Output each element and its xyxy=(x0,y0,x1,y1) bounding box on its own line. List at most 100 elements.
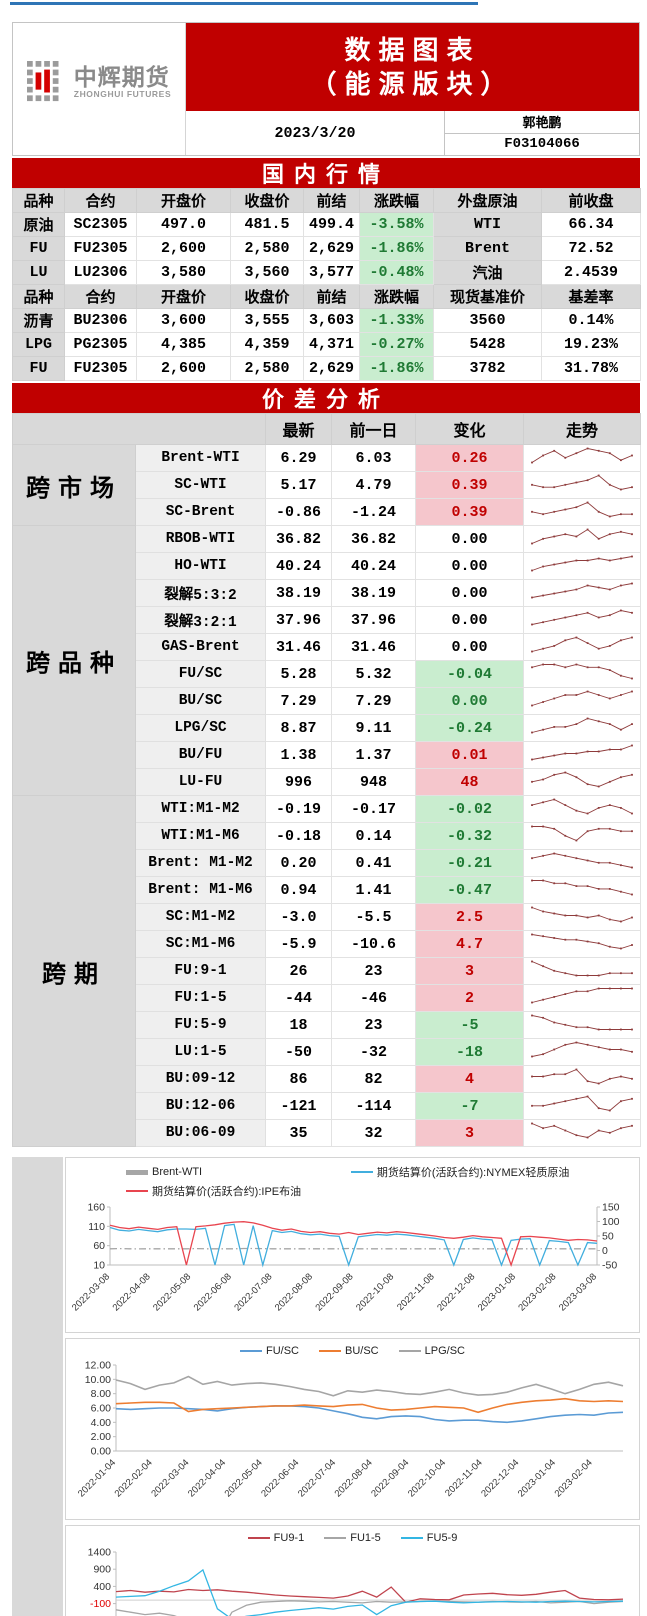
svg-text:2022-08-08: 2022-08-08 xyxy=(273,1271,315,1313)
spread-previous: 40.24 xyxy=(331,552,416,580)
value-cell: 2,600 xyxy=(136,236,231,261)
spread-row: BU/FU 1.38 1.37 0.01 xyxy=(13,741,641,769)
spread-latest: 40.24 xyxy=(265,552,332,580)
value-cell: 汽油 xyxy=(433,260,542,285)
trend-sparkline xyxy=(531,609,633,626)
spread-name: Brent-WTI xyxy=(135,444,266,472)
trend-sparkline xyxy=(531,798,633,815)
column-header-change: 变化 xyxy=(415,413,524,445)
report-header: 中辉期货 ZHONGHUI FUTURES 数据图表 （能源版块） 2023/3… xyxy=(12,22,640,156)
svg-text:2022-04-08: 2022-04-08 xyxy=(111,1271,153,1313)
trend-sparkline xyxy=(531,987,633,1004)
value-cell: 3,580 xyxy=(136,260,231,285)
trend-sparkline xyxy=(531,1068,633,1085)
legend-item: BU/SC xyxy=(319,1345,379,1357)
value-cell: 19.23% xyxy=(541,332,641,357)
trend-sparkline xyxy=(531,663,633,680)
trend-sparkline xyxy=(531,447,633,464)
value-cell: -0.27% xyxy=(359,332,434,357)
spread-name: WTI:M1-M2 xyxy=(135,795,266,823)
svg-text:50: 50 xyxy=(602,1231,614,1243)
spread-trend xyxy=(523,984,641,1012)
report-title: 数据图表 （能源版块） xyxy=(186,23,639,111)
legend-item: 期货结算价(活跃合约):IPE布油 xyxy=(126,1183,351,1199)
spread-latest: 5.28 xyxy=(265,660,332,688)
spread-name: FU:9-1 xyxy=(135,957,266,985)
legend-item: FU/SC xyxy=(240,1345,299,1357)
column-header: 收盘价 xyxy=(230,284,304,309)
spread-latest: 37.96 xyxy=(265,606,332,634)
svg-text:2022-07-04: 2022-07-04 xyxy=(296,1457,338,1499)
value-cell: 31.78% xyxy=(541,356,641,381)
value-cell: 2,629 xyxy=(303,236,360,261)
value-cell: 481.5 xyxy=(230,212,304,237)
spread-table: 最新 前一日 变化 走势 跨市场 Brent-WTI 6.29 6.03 0.26 SC-WTI 5… xyxy=(12,413,641,1147)
variety-cell: FU xyxy=(12,236,65,261)
trend-sparkline xyxy=(531,555,633,572)
spread-previous: 1.37 xyxy=(331,741,416,769)
report-date: 2023/3/20 xyxy=(274,124,356,142)
svg-text:2023-02-04: 2023-02-04 xyxy=(553,1457,595,1499)
spread-latest: -0.19 xyxy=(265,795,332,823)
spread-row: SC:M1-M6 -5.9 -10.6 4.7 xyxy=(13,930,641,958)
variety-cell: 沥青 xyxy=(12,308,65,333)
svg-text:12.00: 12.00 xyxy=(85,1360,111,1372)
value-cell: 3560 xyxy=(433,308,542,333)
svg-text:2023-01-08: 2023-01-08 xyxy=(476,1271,518,1313)
value-cell: 3782 xyxy=(433,356,542,381)
column-header: 现货基准价 xyxy=(433,284,542,309)
market-row: 原油 SC2305 497.0 481.5 499.4 -3.58% WTI 66.34 xyxy=(12,212,641,237)
spread-trend xyxy=(523,795,641,823)
value-cell: 0.14% xyxy=(541,308,641,333)
spread-previous: 37.96 xyxy=(331,606,416,634)
spread-change: 0.00 xyxy=(415,579,524,607)
market-row: LPG PG2305 4,385 4,359 4,371 -0.27% 5428 19.23% xyxy=(12,332,641,357)
spread-name: SC:M1-M2 xyxy=(135,903,266,931)
charts-stack: Brent-WTI 期货结算价(活跃合约):NYMEX轻质原油 期货结算价(活跃合约… xyxy=(65,1157,640,1616)
legend-swatch-icon xyxy=(126,1190,148,1192)
spread-row: SC:M1-M2 -3.0 -5.5 2.5 xyxy=(13,903,641,931)
svg-text:0: 0 xyxy=(602,1245,608,1257)
spread-latest: -44 xyxy=(265,984,332,1012)
spread-previous: -32 xyxy=(331,1038,416,1066)
spread-name: LPG/SC xyxy=(135,714,266,742)
market-row: 沥青 BU2306 3,600 3,555 3,603 -1.33% 3560 0.14% xyxy=(12,308,641,333)
svg-text:100: 100 xyxy=(602,1216,620,1228)
market-header-row: 品种 合约 开盘价 收盘价 前结 涨跌幅 现货基准价 基差率 xyxy=(12,284,641,309)
spread-row: WTI:M1-M6 -0.18 0.14 -0.32 xyxy=(13,822,641,850)
spread-change: 2 xyxy=(415,984,524,1012)
spread-previous: -1.24 xyxy=(331,498,416,526)
spread-previous: 0.41 xyxy=(331,849,416,877)
logo-inner: 中辉期货 ZHONGHUI FUTURES xyxy=(26,61,171,103)
column-header: 开盘价 xyxy=(136,188,231,213)
spread-row: Brent: M1-M6 0.94 1.41 -0.47 xyxy=(13,876,641,904)
spread-latest: -50 xyxy=(265,1038,332,1066)
spread-latest: -0.18 xyxy=(265,822,332,850)
spread-name: FU:5-9 xyxy=(135,1011,266,1039)
svg-text:-50: -50 xyxy=(602,1260,617,1272)
spread-change: -0.24 xyxy=(415,714,524,742)
svg-text:2022-08-04: 2022-08-04 xyxy=(333,1457,375,1499)
spread-change: 0.01 xyxy=(415,741,524,769)
spread-name: BU/SC xyxy=(135,687,266,715)
spread-previous: 7.29 xyxy=(331,687,416,715)
chart-panel-3: FU9-1FU1-5FU5-91400900400-100-600-110020… xyxy=(65,1525,640,1616)
trend-sparkline xyxy=(531,825,633,842)
value-cell: -0.48% xyxy=(359,260,434,285)
spread-trend xyxy=(523,1011,641,1039)
spread-change: -0.32 xyxy=(415,822,524,850)
value-cell: 3,560 xyxy=(230,260,304,285)
legend-label: FU1-5 xyxy=(350,1532,381,1544)
svg-text:2022-02-04: 2022-02-04 xyxy=(113,1457,155,1499)
legend-label: BU/SC xyxy=(345,1345,379,1357)
spread-latest: 0.20 xyxy=(265,849,332,877)
spread-row: FU:9-1 26 23 3 xyxy=(13,957,641,985)
spread-trend xyxy=(523,1119,641,1147)
value-cell: 2,580 xyxy=(230,356,304,381)
spread-row: HO-WTI 40.24 40.24 0.00 xyxy=(13,552,641,580)
spread-trend xyxy=(523,741,641,769)
charts-section: 图 表 Brent-WTI 期货结算价(活跃合约):NYMEX轻质原油期货结算价(… xyxy=(12,1157,640,1616)
spread-row: SC-WTI 5.17 4.79 0.39 xyxy=(13,471,641,499)
spread-trend xyxy=(523,822,641,850)
variety-cell: LPG xyxy=(12,332,65,357)
